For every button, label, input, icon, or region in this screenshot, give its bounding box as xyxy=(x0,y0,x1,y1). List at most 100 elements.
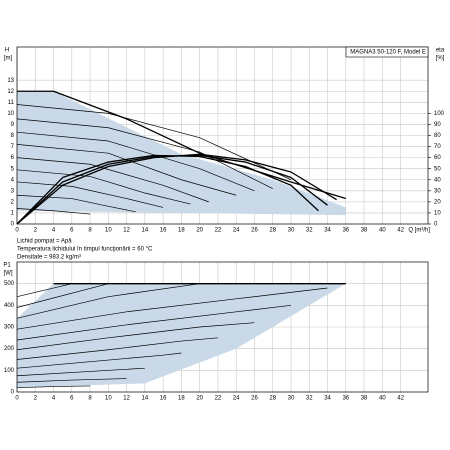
plot-frame xyxy=(16,46,429,225)
y2-tick-label: 60 xyxy=(434,155,441,161)
x-tick-label: 2 xyxy=(34,228,38,234)
x-tick-label: 16 xyxy=(160,228,167,234)
y2-tick-label: 20 xyxy=(434,199,441,205)
y-axis-unit: [m] xyxy=(4,56,13,62)
y-tick-label: 9 xyxy=(11,122,15,128)
y-tick-label: 1 xyxy=(11,211,15,217)
y2-tick-label: 70 xyxy=(434,144,441,150)
y2-tick-label: 0 xyxy=(434,222,438,228)
pump-curve xyxy=(16,287,328,330)
x-tick-label: 6 xyxy=(70,396,74,402)
x-tick-label: 22 xyxy=(215,396,222,402)
pump-curve xyxy=(16,208,91,215)
y-axis-unit: [W] xyxy=(4,271,13,277)
y2-axis-label: eta xyxy=(436,48,445,54)
x-tick-label: 20 xyxy=(196,396,203,402)
y-tick-label: 100 xyxy=(4,368,15,374)
x-tick-label: 0 xyxy=(15,396,19,402)
pump-curve xyxy=(16,169,191,205)
x-tick-label: 26 xyxy=(251,228,258,234)
y2-tick-label: 90 xyxy=(434,122,441,128)
x-tick-label: 34 xyxy=(324,228,331,234)
x-tick-label: 24 xyxy=(233,396,240,402)
pump-curve xyxy=(16,283,109,308)
x-tick-label: 10 xyxy=(105,228,112,234)
x-tick-label: 36 xyxy=(342,396,349,402)
x-tick-label: 42 xyxy=(397,228,404,234)
x-tick-label: 8 xyxy=(88,228,92,234)
x-tick-label: 18 xyxy=(178,228,185,234)
y2-tick-label: 40 xyxy=(434,177,441,183)
pump-curve xyxy=(16,181,164,208)
x-tick-label: 30 xyxy=(288,228,295,234)
y-tick-label: 200 xyxy=(4,346,15,352)
x-tick-label: 8 xyxy=(88,396,92,402)
y2-axis-unit: [%] xyxy=(436,56,445,62)
pump-curve xyxy=(16,118,273,189)
y-tick-label: 500 xyxy=(4,281,15,287)
operating-area xyxy=(17,283,346,388)
note: Temperatura lichidului în timpul funcţio… xyxy=(17,247,153,253)
x-tick-label: 10 xyxy=(105,396,112,402)
x-tick-label: 36 xyxy=(342,228,349,234)
pump-curve xyxy=(16,104,292,181)
pump-curve xyxy=(16,283,200,319)
pump-curve xyxy=(16,352,182,369)
x-tick-label: 18 xyxy=(178,396,185,402)
x-tick-label: 12 xyxy=(123,228,130,234)
y-tick-label: 0 xyxy=(11,390,15,396)
pump-curve xyxy=(16,378,127,383)
pump-curve xyxy=(16,367,145,377)
x-tick-label: 30 xyxy=(288,396,295,402)
pump-curve xyxy=(16,385,91,389)
x-tick-label: 16 xyxy=(160,396,167,402)
y-tick-label: 10 xyxy=(7,111,14,117)
x-tick-label: 38 xyxy=(361,228,368,234)
pump-curve xyxy=(16,322,255,351)
x-tick-label: 28 xyxy=(269,228,276,234)
y-tick-label: 13 xyxy=(7,78,14,84)
x-tick-label: 4 xyxy=(52,396,56,402)
x-tick-label: 24 xyxy=(233,228,240,234)
y-tick-label: 7 xyxy=(11,144,15,150)
x-tick-label: 0 xyxy=(15,228,19,234)
pump-curve xyxy=(16,144,237,196)
x-tick-label: 32 xyxy=(306,228,313,234)
y-tick-label: 400 xyxy=(4,303,15,309)
y-tick-label: 5 xyxy=(11,166,15,172)
y2-tick-label: 10 xyxy=(434,211,441,217)
x-tick-label: 2 xyxy=(34,396,38,402)
y-tick-label: 2 xyxy=(11,199,15,205)
x-tick-label: 38 xyxy=(361,396,368,402)
title-box xyxy=(345,46,429,58)
y2-tick-label: 50 xyxy=(434,166,441,172)
x-tick-label: 32 xyxy=(306,396,313,402)
x-tick-label: 26 xyxy=(251,396,258,402)
x-tick-label: 14 xyxy=(142,228,149,234)
y-tick-label: 3 xyxy=(11,188,15,194)
note: Densitate = 983.2 kg/m³ xyxy=(17,255,81,261)
x-tick-label: 12 xyxy=(123,396,130,402)
x-tick-label: 22 xyxy=(215,228,222,234)
y2-tick-label: 100 xyxy=(434,111,445,117)
x-tick-label: 42 xyxy=(397,396,404,402)
x-tick-label: 6 xyxy=(70,228,74,234)
y-tick-label: 6 xyxy=(11,155,15,161)
pump-curve xyxy=(16,337,218,360)
note: Lichid pompat = Apă xyxy=(17,239,72,245)
x-tick-label: 14 xyxy=(142,396,149,402)
y-tick-label: 0 xyxy=(11,222,15,228)
y-tick-label: 11 xyxy=(8,100,15,106)
y-tick-label: 300 xyxy=(4,325,15,331)
efficiency-curve xyxy=(16,154,319,225)
x-axis-label: Q [m³/h] xyxy=(408,228,430,234)
y-axis-label: P1 xyxy=(3,263,11,269)
x-tick-label: 20 xyxy=(196,228,203,234)
chart-title: MAGNA3 50-120 F, Model E xyxy=(350,50,426,56)
x-tick-label: 4 xyxy=(52,228,56,234)
y2-tick-label: 80 xyxy=(434,133,441,139)
y-tick-label: 4 xyxy=(11,177,15,183)
pump-curve xyxy=(16,283,72,298)
y-axis-label: H xyxy=(5,48,9,54)
